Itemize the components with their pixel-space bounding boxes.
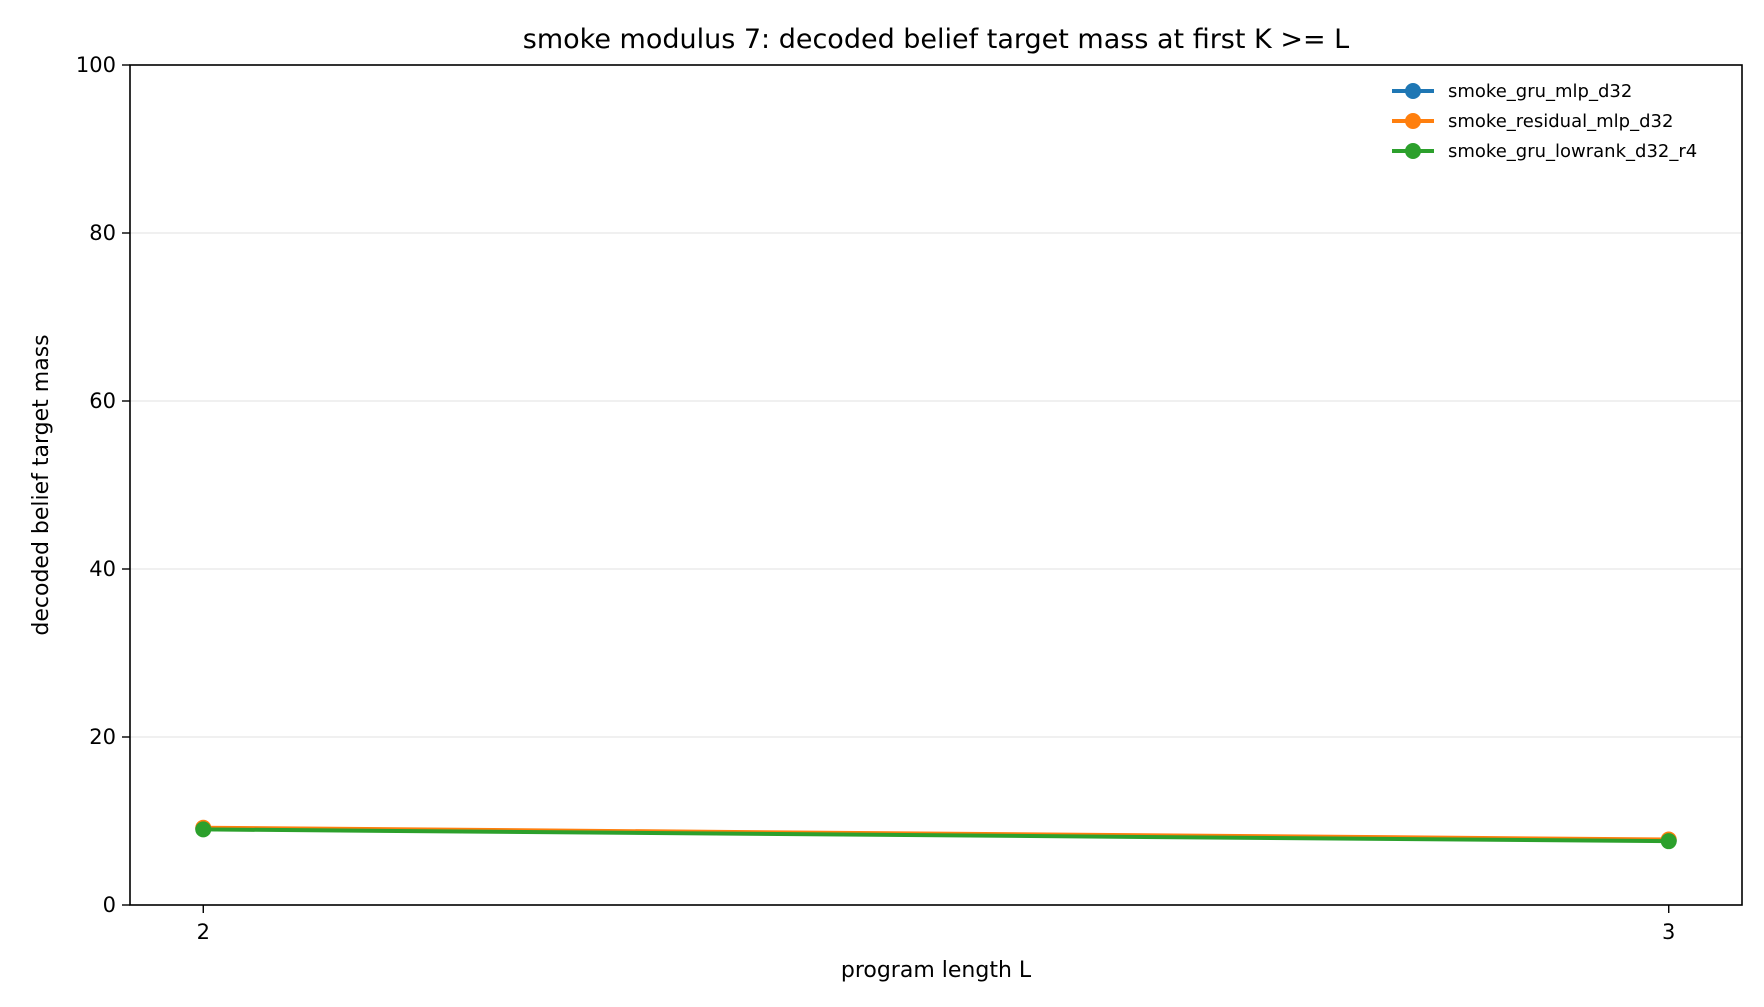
legend-entry: smoke_residual_mlp_d32 [1392, 111, 1673, 132]
y-axis: 0 20 40 60 80 100 [76, 53, 130, 917]
series-layer [195, 819, 1677, 850]
x-tick-label: 2 [197, 920, 210, 944]
y-tick-label: 20 [89, 725, 116, 749]
y-tick-label: 40 [89, 557, 116, 581]
legend: smoke_gru_mlp_d32 smoke_residual_mlp_d32s… [1392, 81, 1697, 162]
gridlines [130, 232, 1742, 738]
series-smoke_gru_lowrank_d32_r4 [195, 821, 1677, 850]
x-axis-label: program length L [841, 958, 1032, 983]
y-axis-label: decoded belief target mass [29, 334, 54, 635]
y-tick-label: 100 [76, 53, 116, 77]
y-tick-label: 60 [89, 389, 116, 413]
data-point [195, 821, 212, 838]
legend-label: smoke_gru_lowrank_d32_r4 [1448, 141, 1697, 162]
series-line [203, 827, 1669, 844]
y-tick-label: 0 [103, 893, 116, 917]
legend-marker [1405, 83, 1421, 99]
y-tick-label: 80 [89, 221, 116, 245]
legend-label: smoke_gru_mlp_d32 [1448, 81, 1632, 102]
x-tick-label: 3 [1662, 920, 1675, 944]
legend-entry: smoke_gru_mlp_d32 [1392, 81, 1632, 102]
data-point [1660, 833, 1677, 850]
legend-marker [1405, 113, 1421, 129]
legend-entry: smoke_gru_lowrank_d32_r4 [1392, 141, 1697, 162]
legend-marker [1405, 143, 1421, 159]
plot-frame [129, 64, 1743, 906]
chart-title: smoke modulus 7: decoded belief target m… [523, 24, 1349, 55]
legend-label: smoke_residual_mlp_d32 [1448, 111, 1673, 132]
